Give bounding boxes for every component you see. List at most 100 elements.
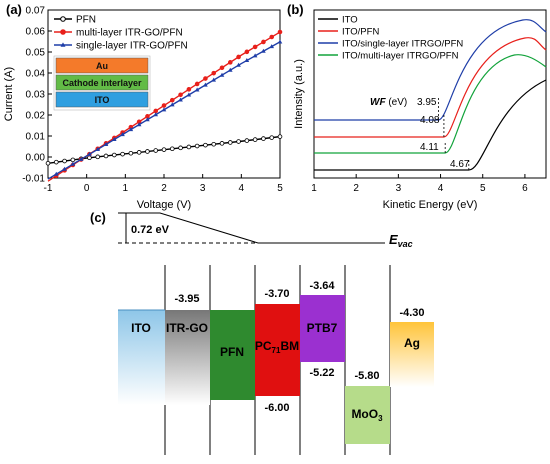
panel-b-label: (b)	[287, 2, 304, 17]
panel-b-series	[314, 19, 547, 171]
data-point	[219, 141, 225, 146]
moo3-name: MoO3	[351, 407, 383, 423]
device-inset: Au Cathode interlayer ITO	[53, 55, 151, 111]
data-point	[62, 158, 67, 164]
data-point	[53, 159, 59, 165]
data-point	[244, 58, 250, 63]
data-point	[194, 81, 200, 87]
data-point	[70, 157, 76, 163]
pfn-name: PFN	[220, 345, 244, 359]
data-point	[136, 122, 142, 127]
data-point	[161, 103, 167, 108]
data-point	[236, 54, 241, 60]
data-point	[236, 62, 241, 67]
itr-go-block	[165, 310, 210, 405]
data-point	[169, 146, 175, 152]
data-point	[178, 92, 183, 98]
itr-go-name: ITR-GO	[166, 321, 208, 335]
x-tick-label: 1	[311, 183, 317, 194]
data-point	[252, 53, 258, 58]
data-point	[194, 143, 200, 149]
moo3-block	[345, 386, 390, 444]
inset-layer-label: Cathode interlayer	[62, 78, 142, 88]
panel-c-label: (c)	[90, 210, 106, 225]
panel-a-label: (a)	[6, 2, 22, 17]
cutoff-label: 3.95	[417, 97, 437, 108]
data-point	[45, 161, 51, 166]
panel-a-x-ticks: -1 0 1 2 3 4 5	[44, 174, 283, 194]
data-point	[261, 48, 266, 53]
spectrum-line	[314, 37, 547, 138]
data-point	[153, 112, 159, 117]
legend-label: PFN	[76, 15, 96, 26]
pcbm-block	[255, 304, 300, 396]
pcbm-name: PC71BM	[255, 339, 299, 355]
data-point	[111, 152, 117, 158]
ito-block	[118, 310, 165, 405]
x-tick-label: -1	[44, 183, 53, 194]
data-point	[145, 117, 150, 122]
data-point	[128, 150, 134, 156]
data-point	[269, 135, 275, 140]
ptb7-block	[300, 295, 345, 362]
data-point	[178, 97, 183, 102]
data-point	[161, 107, 167, 112]
vacuum-shift-line	[118, 212, 259, 244]
x-tick-label: 4	[438, 183, 444, 194]
data-point	[277, 134, 283, 139]
vacuum-level-label: Evac	[389, 232, 413, 249]
panel-c: (c) 0.72 eV Evac ITO ITR-GO PFN PC71BM	[90, 210, 434, 455]
data-point	[95, 146, 101, 151]
y-tick-label: 0.06	[26, 27, 46, 38]
data-point	[62, 166, 67, 171]
y-tick-label: 0.05	[26, 48, 46, 59]
x-tick-label: 0	[84, 183, 90, 194]
data-point	[277, 29, 283, 35]
legend-label: single-layer ITR-GO/PFN	[76, 41, 188, 52]
panel-a: (a) -0.01 0.00 0.01 0.02 0.03 0.04 0.05 0.06 0.0…	[3, 2, 283, 211]
legend-label: ITO/PFN	[342, 27, 379, 38]
data-point	[227, 67, 233, 72]
data-point	[186, 92, 192, 97]
inset-layer	[55, 57, 149, 74]
data-point	[128, 127, 134, 132]
data-point	[261, 136, 266, 141]
pfn-block	[210, 310, 255, 400]
legend-label: multi-layer ITR-GO/PFN	[76, 28, 183, 39]
y-tick-label: 0.01	[26, 132, 46, 143]
itr-go-level-label: -3.95	[174, 293, 199, 305]
data-point	[211, 141, 217, 147]
data-point	[203, 82, 208, 87]
data-point	[153, 108, 159, 114]
data-point	[178, 145, 183, 151]
data-point	[70, 161, 76, 166]
legend-marker	[60, 29, 66, 35]
x-tick-label: 1	[123, 183, 129, 194]
x-tick-label: 3	[200, 183, 206, 194]
panel-b-x-axis-label: Kinetic Energy (eV)	[383, 199, 478, 211]
data-point	[219, 65, 225, 71]
data-point	[169, 102, 175, 107]
data-point	[87, 151, 92, 156]
panel-a-y-axis-label: Current (A)	[3, 67, 15, 121]
legend-label: ITO/multi-layer ITRGO/PFN	[342, 51, 459, 62]
ito-name: ITO	[131, 321, 151, 335]
data-point	[103, 153, 109, 159]
data-point	[252, 44, 258, 50]
spectrum-line	[314, 19, 547, 121]
data-point	[186, 87, 192, 92]
moo3-level-label: -5.80	[354, 370, 379, 382]
data-point	[78, 156, 84, 161]
x-tick-label: 5	[277, 183, 283, 194]
data-point	[211, 70, 217, 76]
y-tick-label: 0.00	[26, 153, 46, 164]
legend-marker	[60, 42, 66, 47]
data-point	[111, 137, 117, 142]
legend-label: ITO/single-layer ITRGO/PFN	[342, 39, 463, 50]
panel-b-y-axis-label: Intensity (a.u.)	[293, 59, 305, 129]
ag-name: Ag	[404, 336, 420, 350]
x-tick-label: 5	[480, 183, 486, 194]
y-tick-label: 0.03	[26, 90, 46, 101]
